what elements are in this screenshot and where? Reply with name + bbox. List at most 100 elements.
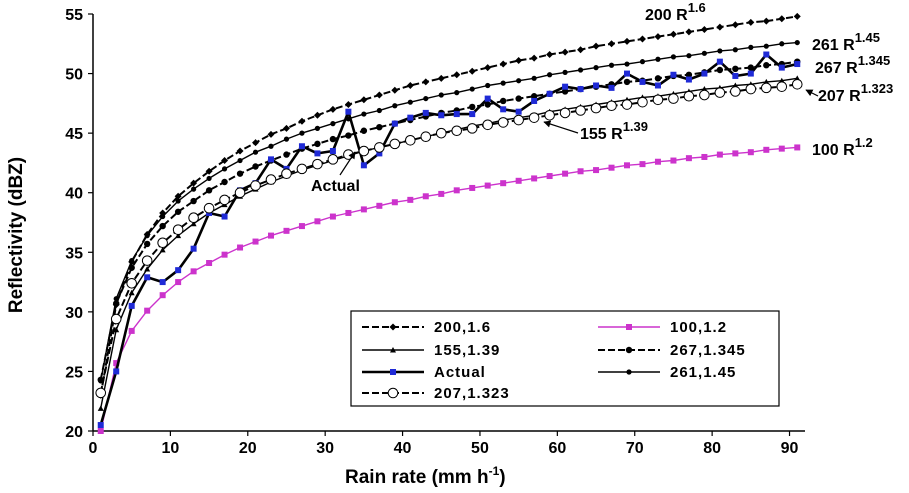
data-point xyxy=(97,405,104,411)
data-point xyxy=(485,82,491,89)
data-point xyxy=(375,91,383,99)
data-point xyxy=(206,260,213,267)
data-point xyxy=(530,54,538,62)
data-point xyxy=(438,92,444,98)
data-point xyxy=(701,50,707,56)
data-point xyxy=(252,149,259,155)
data-point xyxy=(314,125,321,131)
data-point xyxy=(747,70,754,77)
data-point xyxy=(747,64,755,71)
data-point xyxy=(283,151,290,158)
data-point xyxy=(577,168,584,175)
data-point xyxy=(562,69,568,75)
data-point xyxy=(670,71,677,78)
curve-label: 207 R1.323 xyxy=(818,81,893,105)
data-point xyxy=(141,255,153,266)
curve-label-exponent: 1.39 xyxy=(623,119,648,134)
data-point xyxy=(547,72,553,78)
data-point xyxy=(219,194,230,206)
data-point xyxy=(205,187,213,194)
data-point xyxy=(252,163,259,170)
data-point xyxy=(95,387,107,399)
data-point xyxy=(298,143,305,150)
data-point xyxy=(312,158,323,170)
data-point xyxy=(435,127,447,139)
y-tick-label: 40 xyxy=(65,186,83,203)
curve-label: Actual xyxy=(311,178,360,195)
y-tick-label: 45 xyxy=(65,126,83,143)
data-point xyxy=(500,180,507,187)
data-point xyxy=(484,182,491,189)
data-point xyxy=(484,95,491,102)
data-point xyxy=(175,279,182,286)
legend-label: 200,1.6 xyxy=(434,319,491,336)
series-line-actual xyxy=(99,53,798,426)
data-point xyxy=(283,227,290,234)
data-point xyxy=(592,42,600,50)
data-point xyxy=(376,202,383,209)
x-tick-label: 70 xyxy=(626,440,644,457)
data-point xyxy=(731,21,739,29)
data-point xyxy=(763,146,770,153)
data-point xyxy=(454,90,460,96)
curve-label: 261 R1.45 xyxy=(812,30,880,54)
data-point xyxy=(126,277,137,289)
legend-swatch-marker xyxy=(390,369,396,375)
data-point xyxy=(376,107,382,114)
data-point xyxy=(206,175,212,182)
data-point xyxy=(128,289,135,296)
data-point xyxy=(191,186,197,192)
data-point xyxy=(175,232,182,239)
data-point xyxy=(606,100,617,112)
data-point xyxy=(575,105,586,116)
data-point xyxy=(268,143,274,149)
legend-swatch-marker xyxy=(626,369,632,375)
data-point xyxy=(654,75,662,82)
data-point xyxy=(639,161,646,168)
data-point xyxy=(761,82,772,94)
x-tick-label: 60 xyxy=(548,440,566,457)
data-point xyxy=(732,47,738,53)
data-point xyxy=(654,158,661,165)
data-point xyxy=(608,62,615,68)
data-point xyxy=(530,93,538,100)
data-point xyxy=(763,43,769,49)
data-point xyxy=(513,114,524,126)
curve-label: 200 R1.6 xyxy=(645,0,706,24)
data-point xyxy=(577,67,584,73)
data-point xyxy=(391,199,398,206)
series-207-1-323 xyxy=(95,78,803,399)
data-point xyxy=(528,112,540,123)
data-point xyxy=(237,157,243,164)
legend-entry: 267,1.345 xyxy=(598,342,745,359)
data-point xyxy=(360,127,368,134)
data-point xyxy=(391,86,399,94)
data-point xyxy=(732,72,739,79)
data-point xyxy=(252,139,260,147)
data-point xyxy=(205,167,213,175)
data-point xyxy=(113,368,120,375)
data-point xyxy=(516,78,522,84)
x-axis-title-sup: -1 xyxy=(489,464,500,478)
legend-swatch-marker xyxy=(387,387,399,399)
legend-entry: 261,1.45 xyxy=(598,364,735,381)
y-tick-label: 30 xyxy=(65,305,83,322)
data-point xyxy=(561,88,569,95)
data-point xyxy=(237,244,244,251)
data-point xyxy=(639,78,646,85)
series-line-267-1-345 xyxy=(99,60,798,380)
data-point xyxy=(159,292,166,299)
curve-label: 267 R1.345 xyxy=(815,53,890,77)
data-point xyxy=(268,232,274,239)
data-point xyxy=(637,96,648,108)
data-point xyxy=(590,102,602,114)
legend: 200,1.6 100,1.2 155,1.39 267,1.345 Actual 261… xyxy=(350,310,780,407)
data-point xyxy=(252,238,259,245)
data-point xyxy=(779,41,785,47)
data-point xyxy=(683,90,695,102)
data-point xyxy=(422,109,429,116)
annotation-arrow xyxy=(805,89,819,97)
data-point xyxy=(701,70,708,77)
data-point xyxy=(732,150,739,157)
data-point xyxy=(345,116,351,122)
